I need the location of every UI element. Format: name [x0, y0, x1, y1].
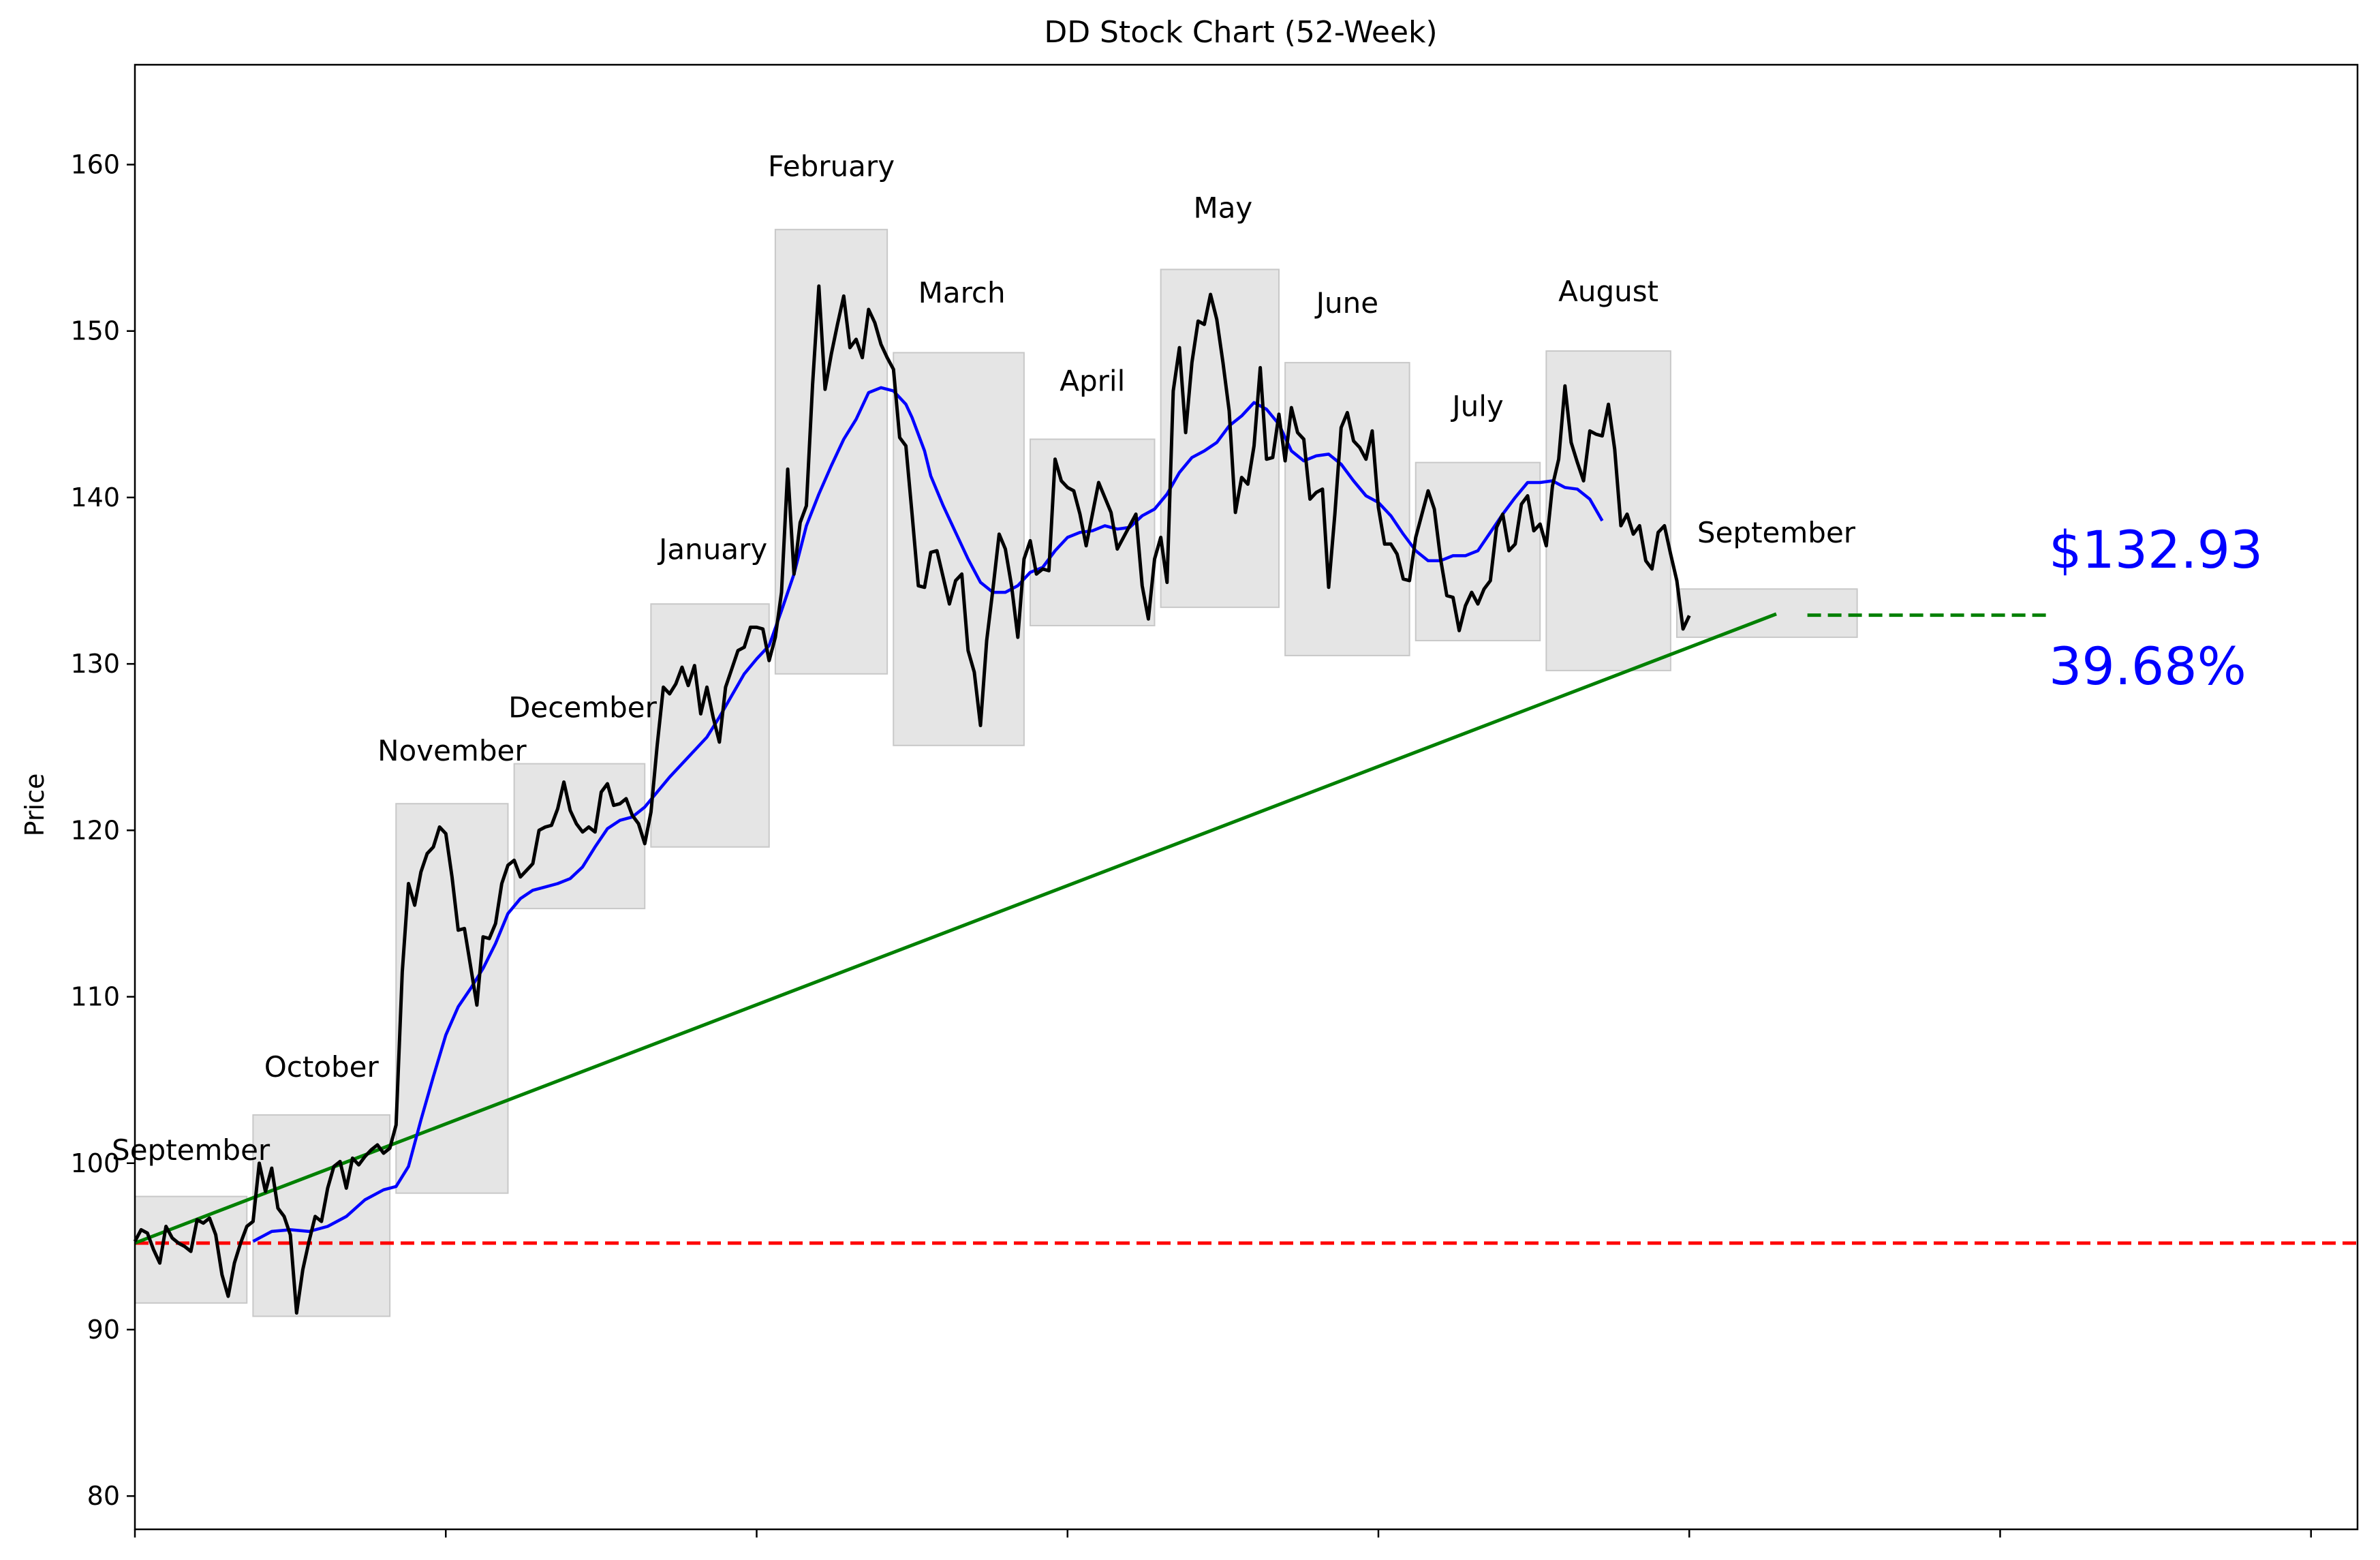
month-box	[650, 603, 770, 848]
month-label: February	[768, 150, 895, 183]
last-price-annotation: $132.93	[2049, 519, 2263, 580]
month-label: September	[112, 1133, 271, 1167]
month-label: June	[1314, 286, 1378, 320]
month-label: July	[1450, 389, 1504, 423]
month-label: November	[377, 734, 527, 767]
month-label: April	[1060, 365, 1125, 398]
month-box	[395, 803, 509, 1194]
lines-layer	[133, 284, 2358, 1315]
chart-title: DD Stock Chart (52-Week)	[1044, 15, 1437, 50]
month-label: December	[508, 690, 658, 724]
trend-line	[134, 612, 1777, 1245]
month-boxes	[134, 228, 1858, 1317]
y-tick-label: 140	[70, 483, 120, 513]
month-label: August	[1558, 275, 1658, 308]
percent-change-annotation: 39.68%	[2049, 636, 2246, 697]
month-box	[774, 228, 888, 675]
month-label: March	[918, 276, 1006, 309]
y-tick-label: 80	[87, 1481, 120, 1511]
y-tick-label: 100	[70, 1148, 120, 1178]
y-tick-label: 160	[70, 150, 120, 180]
plot-frame	[134, 63, 2359, 1531]
moving-average-line	[252, 386, 1604, 1243]
month-label: September	[1697, 516, 1856, 549]
month-label: October	[264, 1050, 380, 1084]
y-tick-label: 130	[70, 649, 120, 679]
axes-layer: 80 90 100 110 120 130 140 150 160	[70, 63, 2359, 1538]
y-tick-label: 90	[87, 1315, 120, 1345]
month-box	[513, 763, 646, 910]
month-box	[1284, 362, 1410, 656]
month-labels: September October November December January F…	[112, 150, 1856, 1167]
y-axis-label: Price	[20, 774, 50, 837]
month-label: May	[1193, 192, 1252, 225]
price-line	[133, 284, 1691, 1315]
month-box	[1676, 588, 1858, 639]
y-tick-label: 120	[70, 815, 120, 845]
y-tick-label: 110	[70, 982, 120, 1012]
y-tick-label: 150	[70, 316, 120, 346]
month-label: January	[657, 532, 767, 566]
